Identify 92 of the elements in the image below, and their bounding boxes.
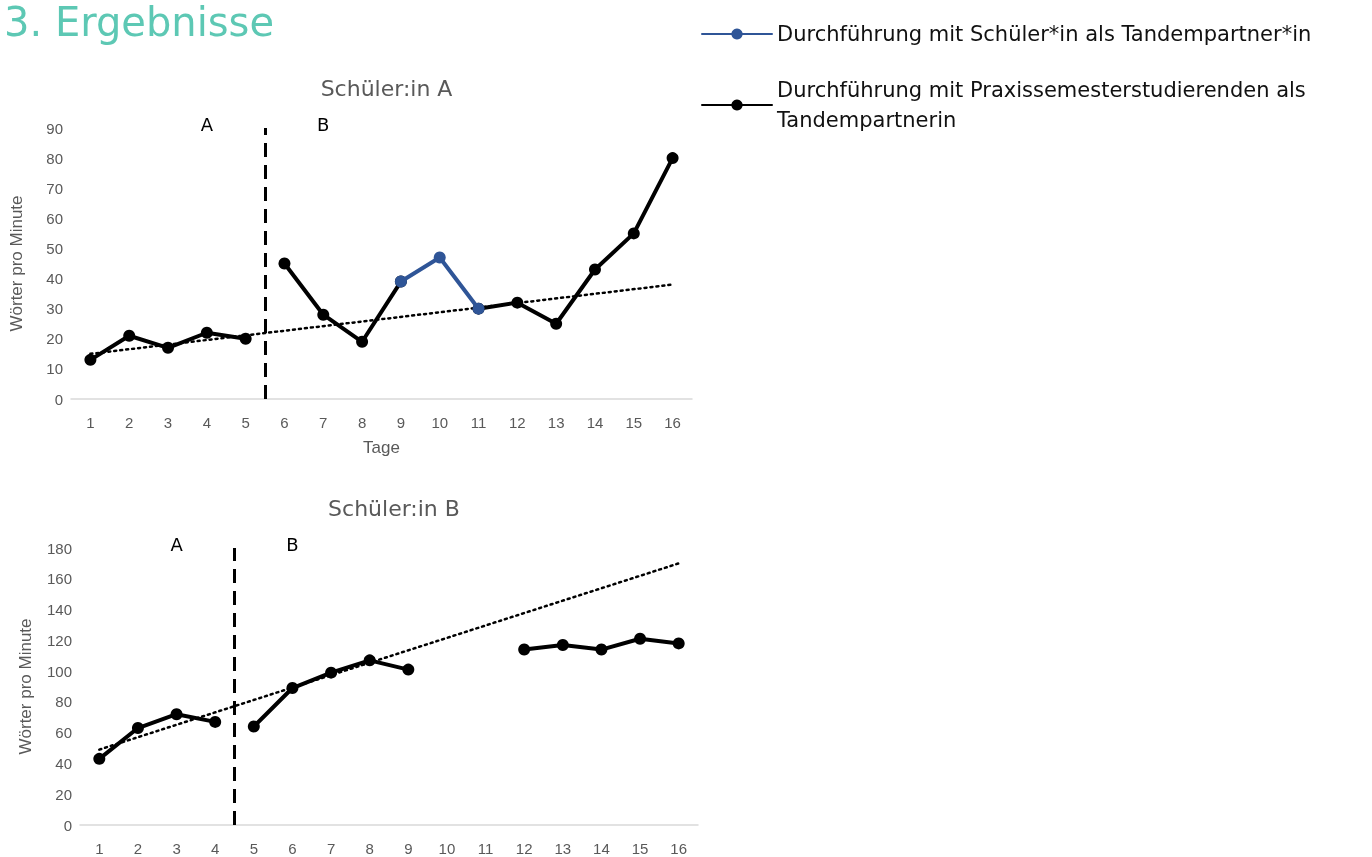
- x-tick-label: 15: [625, 414, 643, 431]
- y-tick-label: 40: [46, 270, 63, 288]
- point: [588, 263, 601, 276]
- point: [595, 643, 608, 656]
- point: [672, 637, 685, 650]
- x-tick-label: 5: [249, 840, 258, 857]
- x-tick-label: 5: [241, 414, 250, 431]
- text: 3. Ergebnisse: [4, 0, 275, 45]
- x-tick-label: 10: [438, 840, 456, 857]
- x-tick-label: 7: [326, 840, 336, 857]
- x-tick-label: 12: [509, 414, 526, 431]
- point: [317, 308, 330, 321]
- x-tick-label: 15: [631, 840, 649, 857]
- y-tick-label: 20: [55, 785, 72, 803]
- y-tick-label: 100: [46, 662, 72, 680]
- annotation: B: [317, 113, 330, 135]
- point: [286, 682, 299, 695]
- point: [247, 720, 260, 733]
- x-tick-label: 6: [288, 840, 297, 857]
- x-tick-label: 9: [396, 414, 406, 431]
- point: [209, 715, 222, 728]
- x-tick-label: 13: [547, 414, 565, 431]
- x-tick-label: 12: [515, 840, 533, 857]
- point: [433, 251, 446, 264]
- point: [518, 643, 531, 656]
- y-tick-label: 160: [46, 570, 72, 588]
- point: [550, 317, 563, 330]
- y-tick-label: 0: [63, 816, 72, 834]
- x-tick-label: 4: [211, 840, 220, 857]
- point: [511, 296, 524, 309]
- point: [84, 353, 97, 366]
- point: [363, 654, 376, 667]
- point: [123, 329, 136, 342]
- x-tick-label: 3: [163, 414, 173, 431]
- point: [200, 326, 213, 339]
- x-tick-label: 16: [664, 414, 681, 431]
- x-tick-label: 3: [172, 840, 181, 857]
- y-axis-title: Wörter pro Minute: [7, 195, 26, 332]
- x-tick-label: 1: [86, 414, 95, 431]
- y-tick-label: 80: [55, 693, 72, 711]
- x-tick-label: 11: [477, 840, 494, 857]
- point: [402, 663, 415, 676]
- y-tick-label: 20: [46, 330, 63, 348]
- y-axis-title: Wörter pro Minute: [16, 618, 35, 755]
- legend-label: Durchführung mit Schüler*in als Tandempartner*in: [777, 22, 1312, 46]
- x-tick-label: 10: [431, 414, 449, 431]
- point: [634, 632, 647, 645]
- point: [278, 257, 291, 270]
- annotation: A: [200, 113, 214, 135]
- x-tick-label: 13: [554, 840, 572, 857]
- y-tick-label: 50: [46, 239, 63, 257]
- point: [239, 332, 252, 345]
- x-tick-label: 4: [202, 414, 212, 431]
- chart-title: Schüler:in B: [328, 495, 460, 521]
- x-axis-title: Tage: [363, 438, 400, 457]
- point: [93, 752, 106, 765]
- x-tick-label: 6: [280, 414, 289, 431]
- y-tick-label: 70: [46, 179, 63, 197]
- y-tick-label: 80: [46, 149, 63, 167]
- point: [666, 152, 679, 165]
- point: [627, 227, 640, 240]
- x-tick-label: 14: [593, 840, 610, 857]
- y-tick-label: 140: [46, 601, 72, 619]
- y-tick-label: 40: [55, 754, 72, 772]
- y-tick-label: 60: [46, 209, 63, 227]
- x-tick-label: 2: [125, 414, 134, 431]
- x-tick-label: 2: [133, 840, 143, 857]
- point: [325, 666, 338, 679]
- y-tick-label: 10: [46, 360, 63, 378]
- x-tick-label: 8: [357, 414, 367, 431]
- x-tick-label: 8: [365, 840, 374, 857]
- x-tick-label: 11: [470, 414, 487, 431]
- point: [131, 722, 144, 735]
- annotation: A: [170, 533, 184, 555]
- point: [170, 708, 183, 721]
- y-tick-label: 30: [46, 300, 63, 318]
- y-tick-label: 0: [54, 390, 63, 408]
- legend-label: Durchführung mit Praxissemesterstudierenden als Tandempartnerin: [776, 78, 1313, 132]
- y-tick-label: 120: [46, 631, 72, 649]
- x-tick-label: 1: [95, 840, 104, 857]
- y-tick-label: 60: [55, 724, 72, 742]
- x-tick-label: 14: [586, 414, 604, 431]
- x-tick-label: 7: [319, 414, 328, 431]
- point: [556, 638, 569, 651]
- point: [162, 341, 175, 354]
- y-tick-label: 180: [46, 539, 72, 557]
- x-tick-label: 16: [670, 840, 688, 857]
- y-tick-label: 90: [46, 119, 63, 137]
- x-tick-label: 9: [404, 840, 413, 857]
- annotation: B: [286, 533, 299, 555]
- chart-title: Schüler:in A: [320, 75, 453, 101]
- point: [356, 335, 369, 348]
